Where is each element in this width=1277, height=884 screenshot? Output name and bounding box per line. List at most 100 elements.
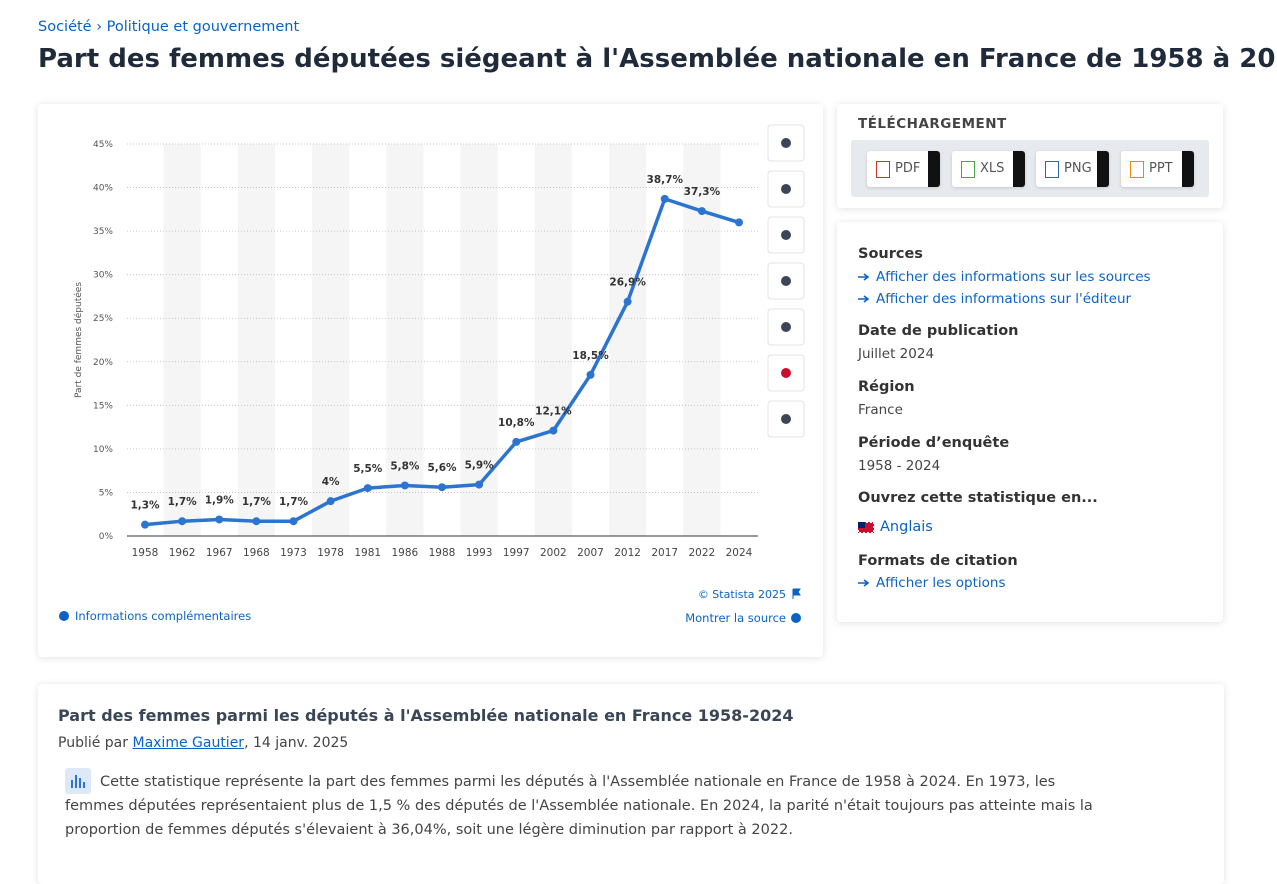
plus bbox=[928, 151, 940, 187]
data-point bbox=[623, 297, 632, 306]
data-label: 5,6% bbox=[427, 462, 457, 474]
download-button[interactable]: PNG bbox=[1036, 151, 1109, 187]
x-tick-label: 2017 bbox=[651, 547, 678, 559]
x-tick-label: 1958 bbox=[132, 547, 159, 559]
y-tick-label: 30% bbox=[93, 271, 113, 281]
x-tick-label: 1981 bbox=[354, 547, 381, 559]
y-tick-label: 15% bbox=[93, 401, 113, 411]
citation-link[interactable]: Afficher les options bbox=[858, 575, 1006, 591]
y-tick-label: 5% bbox=[99, 488, 114, 498]
byline-prefix: Publié par bbox=[58, 735, 129, 751]
data-point bbox=[475, 480, 484, 489]
language-link[interactable]: Anglais bbox=[858, 519, 933, 535]
data-point bbox=[438, 483, 446, 492]
data-point bbox=[400, 481, 409, 490]
data-label: 12,1% bbox=[535, 406, 572, 418]
y-tick-label: 10% bbox=[93, 445, 113, 455]
tool-icon bbox=[781, 322, 791, 332]
plus bbox=[1182, 151, 1194, 187]
tool-icon bbox=[781, 414, 791, 424]
flag-icon bbox=[792, 588, 801, 599]
x-tick-label: 1973 bbox=[280, 547, 307, 559]
x-tick-label: 2007 bbox=[577, 547, 604, 559]
more-info-link[interactable]: Informations complémentaires bbox=[75, 609, 251, 623]
download-title: TÉLÉCHARGEMENT bbox=[858, 116, 1007, 132]
data-label: 5,5% bbox=[353, 463, 383, 475]
data-point bbox=[549, 426, 558, 435]
x-tick-label: 1997 bbox=[503, 547, 530, 559]
tool-icon bbox=[781, 138, 791, 148]
y-tick-label: 0% bbox=[99, 532, 114, 542]
arrow-icon bbox=[858, 579, 870, 587]
chart: 0% 5% 10% 15% 20% 25% 30% 35% 40% 45% Part de femm… bbox=[59, 124, 805, 625]
data-point bbox=[697, 207, 706, 216]
data-label: 1,7% bbox=[279, 496, 309, 508]
tool-icon bbox=[781, 184, 791, 194]
data-point bbox=[215, 515, 224, 524]
link-text: Afficher des informations sur les source… bbox=[876, 269, 1151, 285]
author-link[interactable]: Maxime Gautier bbox=[132, 735, 245, 751]
breadcrumb-link[interactable]: Politique et gouvernement bbox=[106, 19, 300, 35]
format-label: PDF bbox=[895, 161, 921, 176]
source-link[interactable]: Afficher des informations sur les source… bbox=[858, 269, 1151, 285]
download-button[interactable]: PPT bbox=[1121, 151, 1194, 187]
band bbox=[312, 144, 350, 536]
data-label: 38,7% bbox=[647, 174, 684, 186]
details-heading: Région bbox=[858, 379, 915, 395]
link-text: Anglais bbox=[880, 519, 933, 535]
file-icon bbox=[876, 161, 890, 178]
y-tick-label: 35% bbox=[93, 227, 113, 237]
file-icon bbox=[1045, 161, 1059, 178]
data-point bbox=[289, 517, 298, 526]
band bbox=[683, 144, 721, 536]
data-point bbox=[512, 437, 521, 446]
info-icon bbox=[59, 611, 69, 621]
details-heading: Période d’enquête bbox=[858, 435, 1010, 451]
details-heading: Formats de citation bbox=[858, 553, 1018, 569]
x-tick-label: 1988 bbox=[429, 547, 456, 559]
data-label: 1,7% bbox=[168, 496, 198, 508]
source-link[interactable]: Afficher des informations sur l'éditeur bbox=[858, 291, 1131, 307]
x-tick-label: 2022 bbox=[689, 547, 716, 559]
data-point bbox=[141, 520, 149, 529]
download-card: TÉLÉCHARGEMENT PDF XLS PNG PPT bbox=[837, 104, 1223, 208]
data-label: 10,8% bbox=[498, 417, 535, 429]
article-text: Cette statistique représente la part des… bbox=[65, 774, 1093, 838]
file-icon bbox=[961, 161, 975, 178]
page: Société › Politique et gouvernement Part… bbox=[38, 19, 1277, 838]
x-tick-label: 1986 bbox=[392, 547, 419, 559]
band bbox=[237, 144, 275, 536]
format-label: XLS bbox=[980, 161, 1005, 176]
data-label: 5,9% bbox=[465, 460, 495, 472]
download-button[interactable]: XLS bbox=[952, 151, 1025, 187]
details-heading: Date de publication bbox=[858, 323, 1019, 339]
breadcrumb-link[interactable]: Société bbox=[38, 19, 92, 35]
details-value: France bbox=[858, 402, 903, 418]
y-tick-label: 45% bbox=[93, 140, 113, 150]
x-tick-label: 2002 bbox=[540, 547, 567, 559]
details-heading: Ouvrez cette statistique en... bbox=[858, 490, 1098, 506]
x-tick-label: 1993 bbox=[466, 547, 493, 559]
x-tick-label: 2024 bbox=[726, 547, 753, 559]
file-icon bbox=[1130, 161, 1144, 178]
data-label: 26,9% bbox=[609, 277, 646, 289]
data-label: 37,3% bbox=[684, 186, 721, 198]
stat-icon bbox=[65, 768, 91, 794]
data-point bbox=[178, 517, 187, 526]
y-tick-label: 20% bbox=[93, 358, 113, 368]
flag-icon bbox=[858, 521, 874, 533]
download-button[interactable]: PDF bbox=[867, 151, 940, 187]
show-source-link[interactable]: Montrer la source bbox=[685, 611, 786, 625]
data-label: 18,5% bbox=[572, 350, 609, 362]
y-tick-label: 40% bbox=[93, 184, 113, 194]
details-card: Sources Afficher des informations sur le… bbox=[837, 222, 1223, 622]
arrow-icon bbox=[858, 273, 870, 281]
tool-icon bbox=[781, 276, 791, 286]
article-byline: Publié par Maxime Gautier, 14 janv. 2025 bbox=[58, 735, 348, 751]
x-tick-label: 2012 bbox=[614, 547, 641, 559]
x-tick-label: 1962 bbox=[169, 547, 196, 559]
data-point bbox=[363, 484, 372, 493]
info-icon bbox=[791, 613, 801, 623]
tool-icon bbox=[781, 368, 791, 378]
details-heading: Sources bbox=[858, 246, 923, 262]
